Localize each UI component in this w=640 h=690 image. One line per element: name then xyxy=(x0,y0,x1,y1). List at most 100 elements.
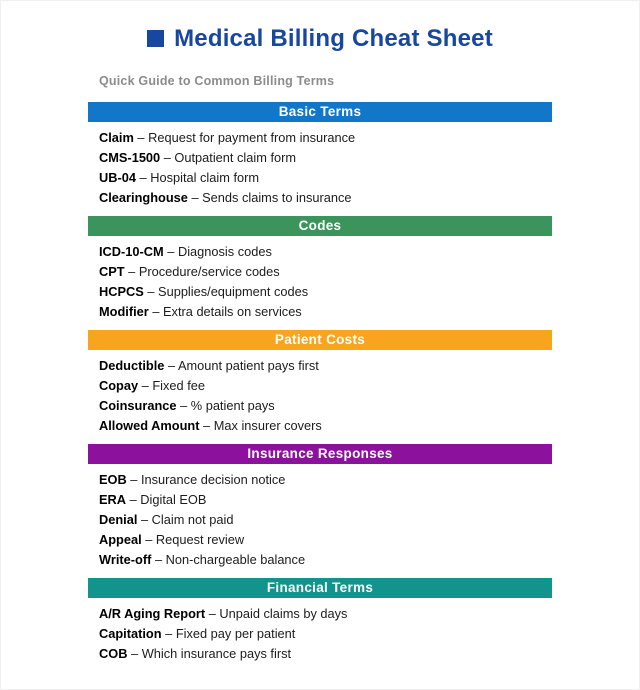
term-row: COB – Which insurance pays first xyxy=(99,644,552,664)
title-row: Medical Billing Cheat Sheet xyxy=(88,25,552,53)
term-definition: Diagnosis codes xyxy=(177,244,272,259)
term-separator: – xyxy=(152,304,160,319)
term-separator: – xyxy=(163,150,171,165)
term-list: Deductible – Amount patient pays first Co… xyxy=(88,356,552,436)
term-separator: – xyxy=(139,170,147,185)
term-definition: Amount patient pays first xyxy=(177,358,319,373)
term-name: Appeal xyxy=(99,532,142,547)
term-definition: Fixed fee xyxy=(152,378,205,393)
section-title: Financial Terms xyxy=(266,580,374,595)
term-definition: Request review xyxy=(155,532,245,547)
term-name: ERA xyxy=(99,492,127,507)
term-row: Denial – Claim not paid xyxy=(99,510,552,530)
term-separator: – xyxy=(145,532,153,547)
term-row: Claim – Request for payment from insuran… xyxy=(99,128,552,148)
term-separator: – xyxy=(208,606,216,621)
square-bullet-icon xyxy=(147,30,165,47)
term-separator: – xyxy=(191,190,199,205)
term-row: Deductible – Amount patient pays first xyxy=(99,356,552,376)
term-name: UB-04 xyxy=(99,170,136,185)
term-row: Coinsurance – % patient pays xyxy=(99,396,552,416)
term-definition: Which insurance pays first xyxy=(141,646,292,661)
section-header-bar: Basic Terms xyxy=(88,102,552,122)
page-subtitle: Quick Guide to Common Billing Terms xyxy=(99,74,335,88)
term-definition: Outpatient claim form xyxy=(174,150,297,165)
section-financial-terms: Financial Terms A/R Aging Report – Unpaid… xyxy=(88,578,552,664)
term-row: Clearinghouse – Sends claims to insuranc… xyxy=(99,188,552,208)
term-row: HCPCS – Supplies/equipment codes xyxy=(99,282,552,302)
term-definition: Max insurer covers xyxy=(213,418,322,433)
term-row: Capitation – Fixed pay per patient xyxy=(99,624,552,644)
term-separator: – xyxy=(130,472,138,487)
term-row: ERA – Digital EOB xyxy=(99,490,552,510)
term-definition: Fixed pay per patient xyxy=(175,626,296,641)
term-separator: – xyxy=(203,418,211,433)
term-name: Copay xyxy=(99,378,139,393)
term-name: Modifier xyxy=(99,304,149,319)
term-definition: Procedure/service codes xyxy=(138,264,280,279)
term-list: EOB – Insurance decision notice ERA – Dig… xyxy=(88,470,552,570)
sections: Basic Terms Claim – Request for payment f… xyxy=(88,102,552,664)
section-title: Patient Costs xyxy=(274,332,366,347)
section-basic-terms: Basic Terms Claim – Request for payment f… xyxy=(88,102,552,208)
term-definition: Unpaid claims by days xyxy=(219,606,348,621)
term-name: EOB xyxy=(99,472,127,487)
term-list: A/R Aging Report – Unpaid claims by days… xyxy=(88,604,552,664)
term-definition: Hospital claim form xyxy=(150,170,260,185)
term-name: CMS-1500 xyxy=(99,150,161,165)
term-row: UB-04 – Hospital claim form xyxy=(99,168,552,188)
section-insurance-responses: Insurance Responses EOB – Insurance decis… xyxy=(88,444,552,570)
term-name: ICD-10-CM xyxy=(99,244,164,259)
section-title: Codes xyxy=(298,218,342,233)
term-list: ICD-10-CM – Diagnosis codes CPT – Procedu… xyxy=(88,242,552,322)
term-name: Coinsurance xyxy=(99,398,177,413)
term-row: EOB – Insurance decision notice xyxy=(99,470,552,490)
section-title: Insurance Responses xyxy=(247,446,393,461)
section-header-bar: Insurance Responses xyxy=(88,444,552,464)
term-definition: Non-chargeable balance xyxy=(165,552,306,567)
term-definition: Claim not paid xyxy=(151,512,234,527)
term-list: Claim – Request for payment from insuran… xyxy=(88,128,552,208)
term-name: Denial xyxy=(99,512,138,527)
term-separator: – xyxy=(147,284,155,299)
term-definition: Request for payment from insurance xyxy=(148,130,356,145)
term-name: Write-off xyxy=(99,552,152,567)
term-name: HCPCS xyxy=(99,284,144,299)
section-patient-costs: Patient Costs Deductible – Amount patient… xyxy=(88,330,552,436)
term-definition: Supplies/equipment codes xyxy=(158,284,309,299)
term-row: CMS-1500 – Outpatient claim form xyxy=(99,148,552,168)
term-definition: % patient pays xyxy=(190,398,275,413)
term-separator: – xyxy=(131,646,139,661)
term-name: COB xyxy=(99,646,128,661)
section-codes: Codes ICD-10-CM – Diagnosis codes CPT – Pr… xyxy=(88,216,552,322)
term-separator: – xyxy=(129,492,137,507)
term-separator: – xyxy=(165,626,173,641)
term-row: A/R Aging Report – Unpaid claims by days xyxy=(99,604,552,624)
term-definition: Extra details on services xyxy=(163,304,302,319)
section-title: Basic Terms xyxy=(278,104,362,119)
section-header-bar: Financial Terms xyxy=(88,578,552,598)
term-separator: – xyxy=(180,398,188,413)
term-name: Capitation xyxy=(99,626,162,641)
term-row: Appeal – Request review xyxy=(99,530,552,550)
term-definition: Insurance decision notice xyxy=(140,472,286,487)
term-definition: Sends claims to insurance xyxy=(202,190,352,205)
term-name: Claim xyxy=(99,130,134,145)
term-name: A/R Aging Report xyxy=(99,606,206,621)
term-row: Copay – Fixed fee xyxy=(99,376,552,396)
term-row: Modifier – Extra details on services xyxy=(99,302,552,322)
cheat-sheet-content: Medical Billing Cheat Sheet Quick Guide … xyxy=(88,25,552,664)
page-title: Medical Billing Cheat Sheet xyxy=(174,25,493,52)
term-row: Allowed Amount – Max insurer covers xyxy=(99,416,552,436)
term-separator: – xyxy=(137,130,145,145)
term-definition: Digital EOB xyxy=(140,492,207,507)
term-name: CPT xyxy=(99,264,125,279)
term-separator: – xyxy=(167,244,175,259)
term-row: Write-off – Non-chargeable balance xyxy=(99,550,552,570)
section-header-bar: Codes xyxy=(88,216,552,236)
term-separator: – xyxy=(140,512,149,527)
term-name: Clearinghouse xyxy=(99,190,188,205)
term-separator: – xyxy=(154,552,163,567)
section-header-bar: Patient Costs xyxy=(88,330,552,350)
